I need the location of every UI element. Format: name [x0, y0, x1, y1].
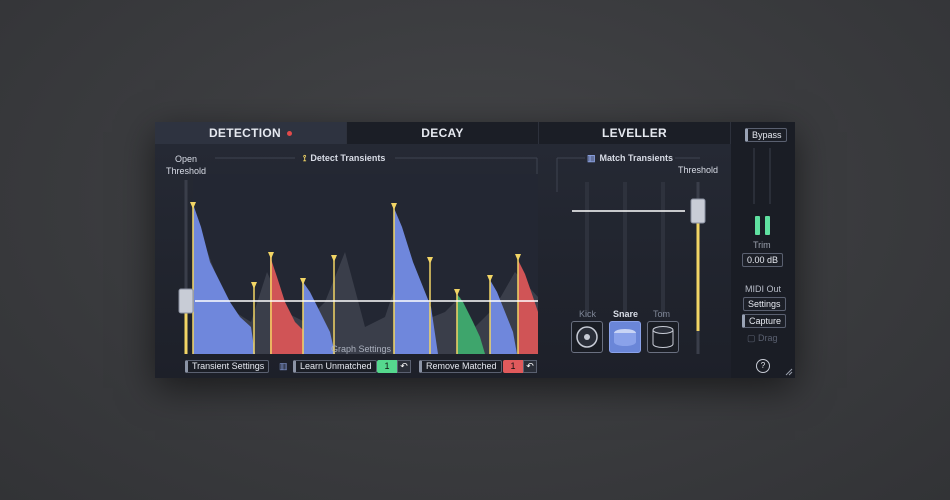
threshold-handle	[690, 198, 706, 224]
tab-bar: DETECTION DECAY LEVELLER	[155, 122, 731, 144]
undo-icon: ↶	[400, 361, 408, 371]
waveform-blue-3	[394, 208, 438, 354]
plugin-window: DETECTION DECAY LEVELLER Open Threshold	[155, 122, 795, 378]
meter-right	[765, 216, 770, 235]
capture-button[interactable]: Capture	[742, 314, 787, 328]
help-button[interactable]: ?	[756, 359, 770, 373]
tom-label: Tom	[653, 309, 671, 319]
matched-undo-button[interactable]: ↶	[523, 360, 537, 373]
open-threshold-handle	[178, 288, 194, 314]
drag-label: Drag	[758, 333, 778, 343]
waveform-blue-4	[490, 280, 517, 354]
matched-count: 1	[503, 360, 523, 373]
drag-checkbox-icon: ▢	[747, 333, 759, 343]
detection-active-dot	[287, 130, 293, 136]
meter-left	[755, 216, 760, 235]
learn-unmatched-button[interactable]: Learn Unmatched	[293, 360, 377, 373]
threshold-label: Threshold	[678, 165, 719, 175]
tab-leveller[interactable]: LEVELLER	[539, 122, 731, 144]
resize-grip-icon[interactable]	[785, 368, 793, 376]
tab-decay[interactable]: DECAY	[347, 122, 539, 144]
detection-graph	[178, 157, 706, 354]
kick-drum-icon	[576, 326, 598, 348]
match-sliders	[585, 182, 665, 317]
meter-track-right	[769, 148, 771, 204]
tom-drum-icon	[652, 326, 674, 348]
trim-label: Trim	[753, 240, 771, 250]
open-threshold-label: Open Threshold	[165, 154, 207, 176]
tab-leveller-label: LEVELLER	[601, 126, 668, 140]
kick-label: Kick	[579, 309, 597, 319]
tab-detection[interactable]: DETECTION	[155, 122, 347, 144]
transient-markers	[192, 206, 519, 354]
remove-matched-button[interactable]: Remove Matched	[419, 360, 502, 373]
meter-track-left	[753, 148, 755, 204]
match-transients-icon: ▥	[587, 153, 596, 163]
waveform-red-2	[518, 260, 538, 354]
waveform-blue-2	[303, 282, 335, 354]
drag-button[interactable]: ▢ Drag	[747, 333, 778, 344]
midi-out-label: MIDI Out	[745, 284, 782, 294]
waveform-green-1	[457, 294, 485, 354]
tom-drum-button[interactable]	[647, 321, 679, 353]
midi-settings-button[interactable]: Settings	[743, 297, 786, 311]
transient-settings-button[interactable]: Transient Settings	[185, 360, 270, 373]
trim-value-field[interactable]: 0.00 dB	[742, 253, 784, 267]
transient-marker-heads	[190, 202, 521, 296]
tab-decay-label: DECAY	[421, 126, 464, 140]
bypass-button[interactable]: Bypass	[745, 128, 787, 142]
side-panel: Bypass Trim 0.00 dB MIDI Out Settings Ca…	[731, 122, 795, 378]
detect-transients-header[interactable]: ⟟ Detect Transients	[303, 153, 385, 164]
snare-drum-icon	[614, 329, 636, 346]
kick-drum-button[interactable]	[571, 321, 603, 353]
unmatched-undo-button[interactable]: ↶	[397, 360, 411, 373]
waveform-blue-1	[193, 204, 255, 354]
match-transients-header[interactable]: ▥ Match Transients	[587, 153, 673, 164]
snare-drum-button[interactable]	[609, 321, 641, 353]
tab-detection-label: DETECTION	[208, 126, 282, 140]
waveform-red-1	[270, 256, 310, 354]
unmatched-count: 1	[377, 360, 397, 373]
detect-transients-icon: ⟟	[303, 153, 307, 163]
graph-settings-button[interactable]: Graph Settings	[331, 344, 392, 354]
learn-icon: ▥	[279, 361, 288, 371]
help-icon: ?	[760, 361, 766, 370]
undo-icon: ↶	[526, 361, 534, 371]
detect-transients-label: Detect Transients	[310, 153, 386, 163]
snare-label: Snare	[613, 309, 639, 319]
match-transients-label: Match Transients	[599, 153, 674, 163]
